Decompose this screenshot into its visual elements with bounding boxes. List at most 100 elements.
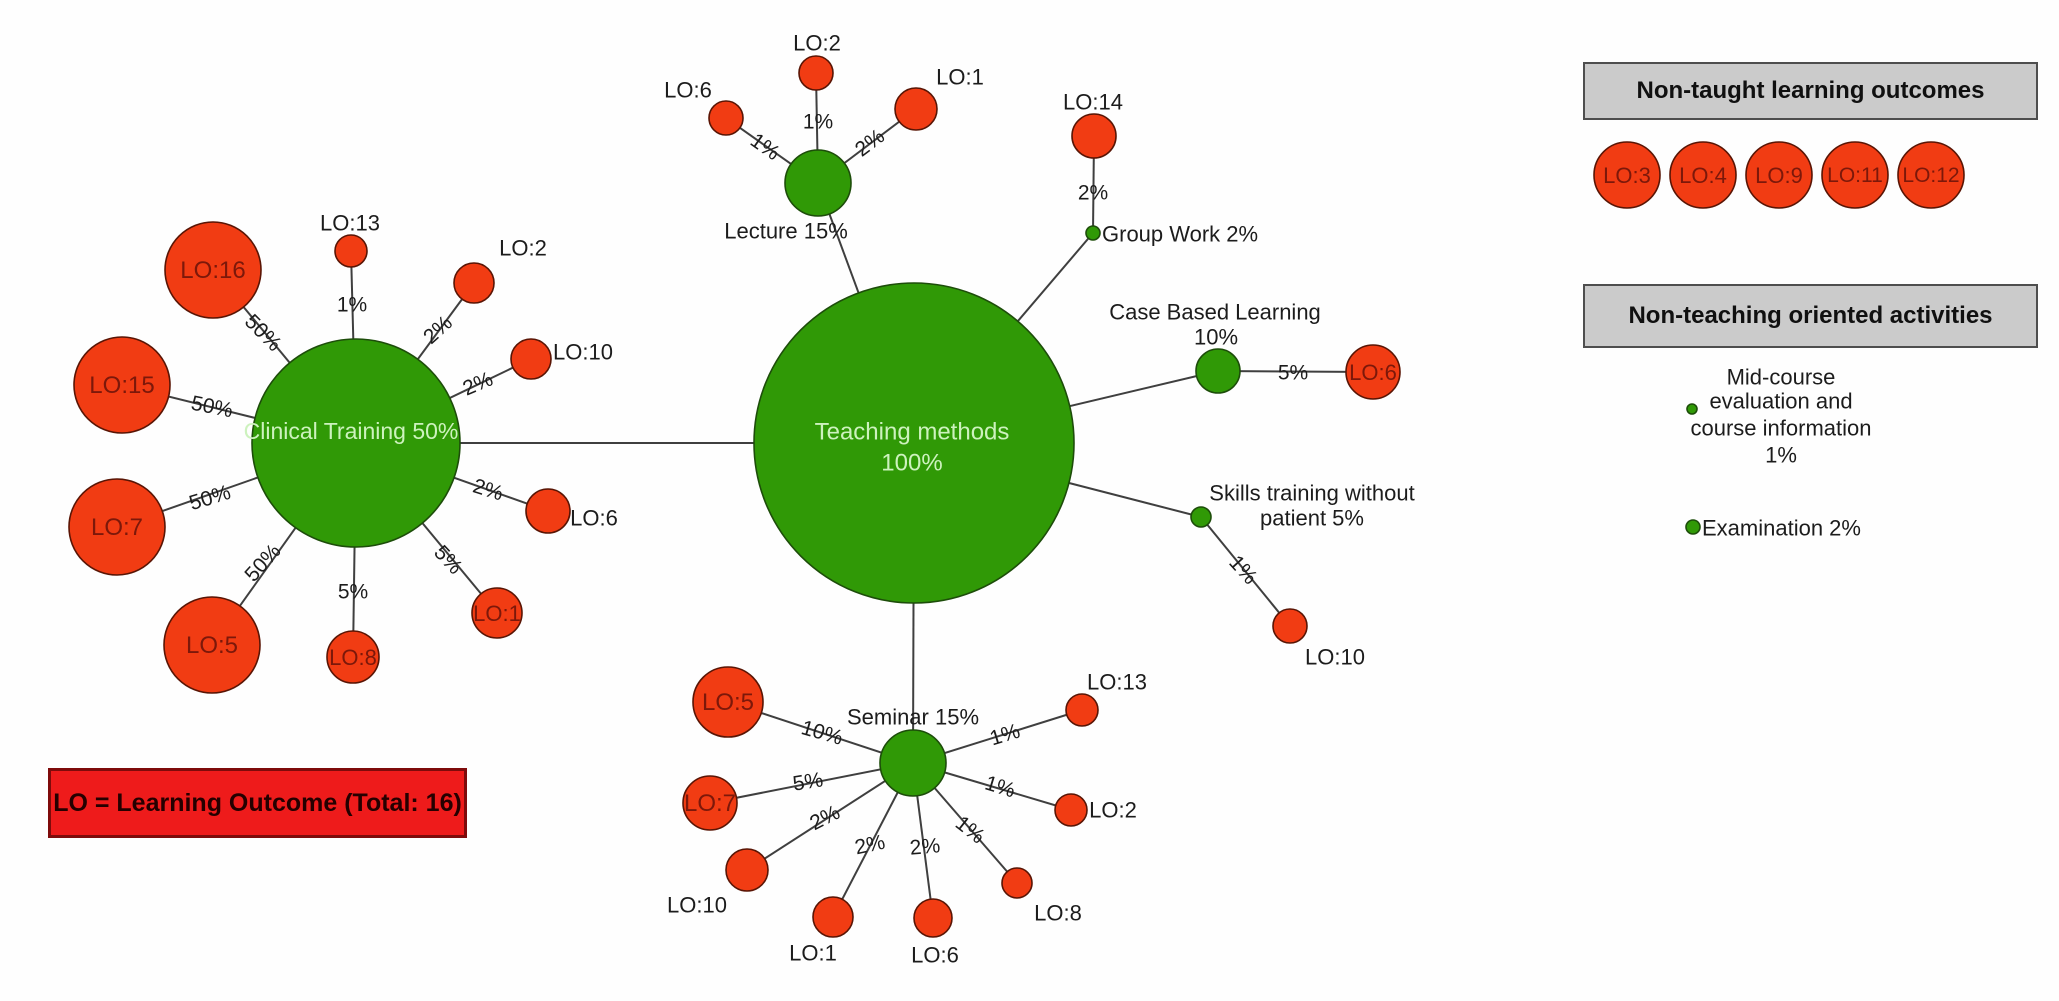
cbl-label-line1: Case Based Learning [1109, 300, 1321, 325]
legend-non-teaching-title: Non-teaching oriented activities [1583, 284, 2038, 348]
c-lo13-circle [334, 234, 368, 268]
edge-label-clinical-training-to-c-lo13: 1% [337, 294, 367, 317]
edge-seminar-to-s-lo7 [709, 762, 914, 804]
edge-label-clinical-training-to-c-lo1: 5% [429, 541, 467, 579]
edge-label-seminar-to-s-lo6: 2% [909, 834, 941, 860]
c-lo7-label: LO:7 [91, 514, 143, 541]
lecture-circle [784, 149, 852, 217]
lecture-lo6-label: LO:6 [664, 78, 712, 103]
edge-label-seminar-to-s-lo1: 2% [853, 831, 887, 860]
legend-lo9-label: LO:9 [1755, 163, 1803, 188]
legend-lo11-label: LO:11 [1827, 164, 1883, 187]
legend-lo3-circle [1593, 141, 1661, 209]
c-lo5-label: LO:5 [186, 632, 238, 659]
edge-label-clinical-training-to-c-lo7: 50% [187, 481, 234, 515]
s-lo5-circle [692, 666, 764, 738]
s-lo5-label: LO:5 [702, 689, 754, 716]
cbl-label-line2: 10% [1194, 325, 1238, 350]
edge-label-group-work-dot-to-lo14: 2% [1078, 182, 1108, 205]
seminar-lo13-label: LO:13 [1087, 670, 1147, 695]
midcourse-label-line3: course information [1691, 416, 1872, 441]
edge-label-lecture-to-l-lo6: 1% [746, 129, 784, 165]
c-lo15-label: LO:15 [89, 372, 154, 399]
clinical-training-label: Clinical Training 50% [244, 418, 459, 444]
c-lo15-circle [73, 336, 171, 434]
l-lo1-circle [894, 87, 938, 131]
edge-skills-dot-to-sk-lo10 [1200, 516, 1291, 627]
lecture-lo2-label: LO:2 [793, 31, 841, 56]
legend-lo9-circle [1745, 141, 1813, 209]
skills-dot-circle [1190, 506, 1212, 528]
s-lo1-circle [812, 896, 854, 938]
edge-label-clinical-training-to-c-lo6: 2% [470, 475, 506, 506]
lecture-lo1-label: LO:1 [936, 65, 984, 90]
edge-label-clinical-training-to-c-lo5: 50% [240, 540, 285, 587]
clinical-lo13-label: LO:13 [320, 211, 380, 236]
c-lo1-circle [471, 587, 523, 639]
legend-lo4-label: LO:4 [1679, 163, 1727, 188]
edge-label-seminar-to-s-lo13: 1% [987, 720, 1023, 751]
sk-lo10-circle [1272, 608, 1308, 644]
labels-layer: 50%1%2%2%50%50%50%5%5%2%1%1%2%2%5%1%10%5… [89, 31, 1959, 968]
c-lo2-circle [453, 262, 495, 304]
seminar-label: Seminar 15% [847, 705, 979, 730]
lo14-label: LO:14 [1063, 90, 1123, 115]
c-lo7-circle [68, 478, 166, 576]
l-lo2-circle [798, 55, 834, 91]
lo14-circle [1071, 113, 1117, 159]
edge-label-seminar-to-s-lo7: 5% [791, 768, 825, 795]
legend-non-taught-title: Non-taught learning outcomes [1583, 62, 2038, 120]
s-lo7-circle [682, 775, 738, 831]
midcourse-label-line2: evaluation and [1709, 389, 1852, 414]
seminar-lo8-label: LO:8 [1034, 901, 1082, 926]
edge-label-clinical-training-to-c-lo15: 50% [189, 392, 235, 423]
teaching-methods-label: Teaching methods 100% [815, 418, 1010, 476]
legend-lo3-label: LO:3 [1603, 163, 1651, 188]
skills-lo10-label: LO:10 [1305, 645, 1365, 670]
learning-outcome-key-box: LO = Learning Outcome (Total: 16) [48, 768, 467, 838]
seminar-lo2-label: LO:2 [1089, 798, 1137, 823]
edge-label-clinical-training-to-c-lo8: 5% [338, 581, 368, 604]
legend-lo4-circle [1669, 141, 1737, 209]
c-lo16-label: LO:16 [180, 257, 245, 284]
edge-label-case-based-learning-to-cbl-lo6: 5% [1278, 362, 1308, 385]
legend-lo11-circle [1821, 141, 1889, 209]
skills-label-line1: Skills training without [1209, 481, 1414, 506]
l-lo6-circle [708, 100, 744, 136]
c-lo8-label: LO:8 [329, 645, 377, 670]
c-lo8-circle [326, 630, 380, 684]
legend-lo12-label: LO:12 [1902, 164, 1959, 187]
clinical-training-circle [251, 338, 461, 548]
midcourse-label-line1: Mid-course [1727, 365, 1836, 390]
s-lo6-circle [913, 898, 953, 938]
teaching-methods-circle [753, 282, 1075, 604]
group-work-dot-circle [1085, 225, 1101, 241]
examination-label: Examination 2% [1702, 516, 1861, 541]
nodes-layer [68, 55, 1965, 938]
edge-label-seminar-to-s-lo5: 10% [799, 716, 846, 750]
lecture-label: Lecture 15% [724, 219, 848, 244]
edge-label-clinical-training-to-c-lo2: 2% [419, 311, 457, 348]
edge-label-clinical-training-to-c-lo10: 2% [460, 367, 497, 400]
midcourse-label-line4: 1% [1765, 443, 1797, 468]
seminar-circle [879, 729, 947, 797]
s-lo2-circle [1054, 793, 1088, 827]
clinical-lo6-label: LO:6 [570, 506, 618, 531]
clinical-lo2-label: LO:2 [499, 236, 547, 261]
legend-lo12-circle [1897, 141, 1965, 209]
c-lo6-circle [525, 488, 571, 534]
skills-label-line2: patient 5% [1260, 506, 1364, 531]
midcourse-dot-circle [1686, 403, 1698, 415]
c-lo10-circle [510, 338, 552, 380]
edge-label-lecture-to-l-lo2: 1% [803, 111, 833, 134]
s-lo10-circle [725, 848, 769, 892]
examination-dot-circle [1685, 519, 1701, 535]
cbl-lo6-circle [1345, 344, 1401, 400]
s-lo8-circle [1001, 867, 1033, 899]
s-lo13-circle [1065, 693, 1099, 727]
c-lo5-circle [163, 596, 261, 694]
seminar-lo1-label: LO:1 [789, 941, 837, 966]
group-work-label: Group Work 2% [1102, 222, 1258, 247]
